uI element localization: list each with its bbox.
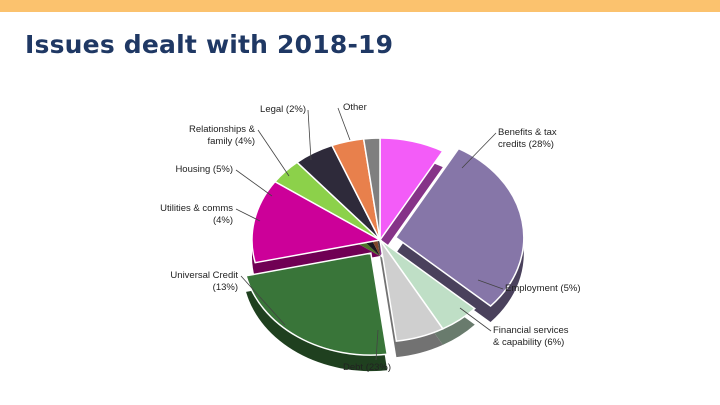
pie-slice-universal-credit (251, 180, 383, 264)
slice-label-benefits-and-tax-credits: Benefits & tax credits (28%) (498, 127, 557, 150)
leader-line-debt (375, 329, 379, 361)
top-accent-bar (0, 0, 720, 12)
leader-line-financial-services-and-capability (459, 307, 492, 332)
slice-label-utilities-and-comms: Utilities & comms (4%) (160, 203, 233, 226)
slice-label-financial-services-and-capability: Financial services & capability (6%) (493, 325, 569, 348)
pie-slice-legal (362, 137, 381, 241)
leader-line-universal-credit (240, 275, 286, 326)
pie-slice-debt (245, 252, 389, 356)
slice-label-other: Other (343, 102, 367, 113)
leader-line-employment (477, 279, 504, 290)
leader-line-legal (307, 109, 312, 161)
slice-label-universal-credit: Universal Credit (13%) (170, 270, 238, 293)
page-title: Issues dealt with 2018-19 (25, 30, 394, 59)
slice-label-legal: Legal (2%) (260, 104, 306, 115)
leader-line-other (337, 107, 351, 141)
pie-slice-financial-services-and-capability (379, 239, 444, 342)
slice-label-housing: Housing (5%) (175, 164, 233, 175)
slice-label-debt: Debt (23%) (343, 362, 391, 373)
slice-label-employment: Employment (5%) (505, 283, 581, 294)
leader-line-benefits-and-tax-credits (461, 132, 497, 169)
pie-slice-benefits-and-tax-credits (394, 147, 525, 307)
leader-line-utilities-and-comms (235, 208, 261, 222)
leader-line-relationships-and-family (257, 129, 290, 177)
leader-line-housing (235, 169, 273, 197)
slice-label-relationships-and-family: Relationships & family (4%) (189, 124, 256, 147)
